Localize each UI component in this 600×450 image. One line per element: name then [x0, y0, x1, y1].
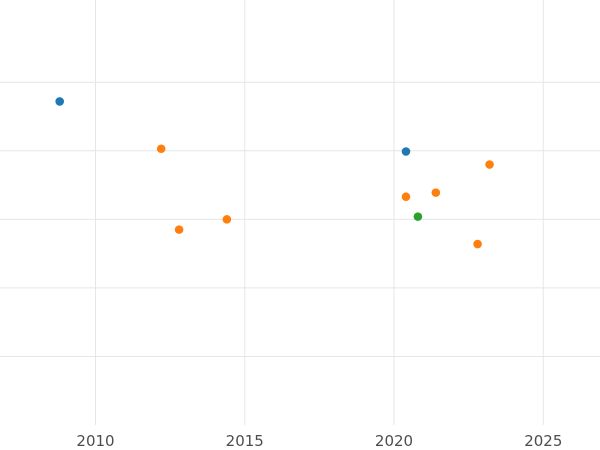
- x-tick-labels: 2010 2015 2020 2025: [76, 432, 562, 450]
- data-point-series-2: [401, 192, 411, 202]
- x-tick-label: 2025: [524, 432, 562, 450]
- x-tick-label: 2015: [226, 432, 264, 450]
- data-point-series-1: [55, 97, 65, 106]
- data-point-series-2: [222, 215, 232, 224]
- data-point-series-2: [473, 239, 482, 249]
- data-point-series-2: [156, 144, 166, 154]
- x-tick-label: 2020: [375, 432, 413, 450]
- data-point-series-2: [431, 188, 441, 197]
- data-point-series-3: [413, 212, 423, 221]
- grid: [0, 0, 600, 425]
- data-point-series-2: [485, 160, 494, 169]
- data-point-series-1: [401, 147, 411, 156]
- data-points: [55, 97, 494, 249]
- x-tick-label: 2010: [76, 432, 114, 450]
- data-point-series-2: [174, 225, 184, 234]
